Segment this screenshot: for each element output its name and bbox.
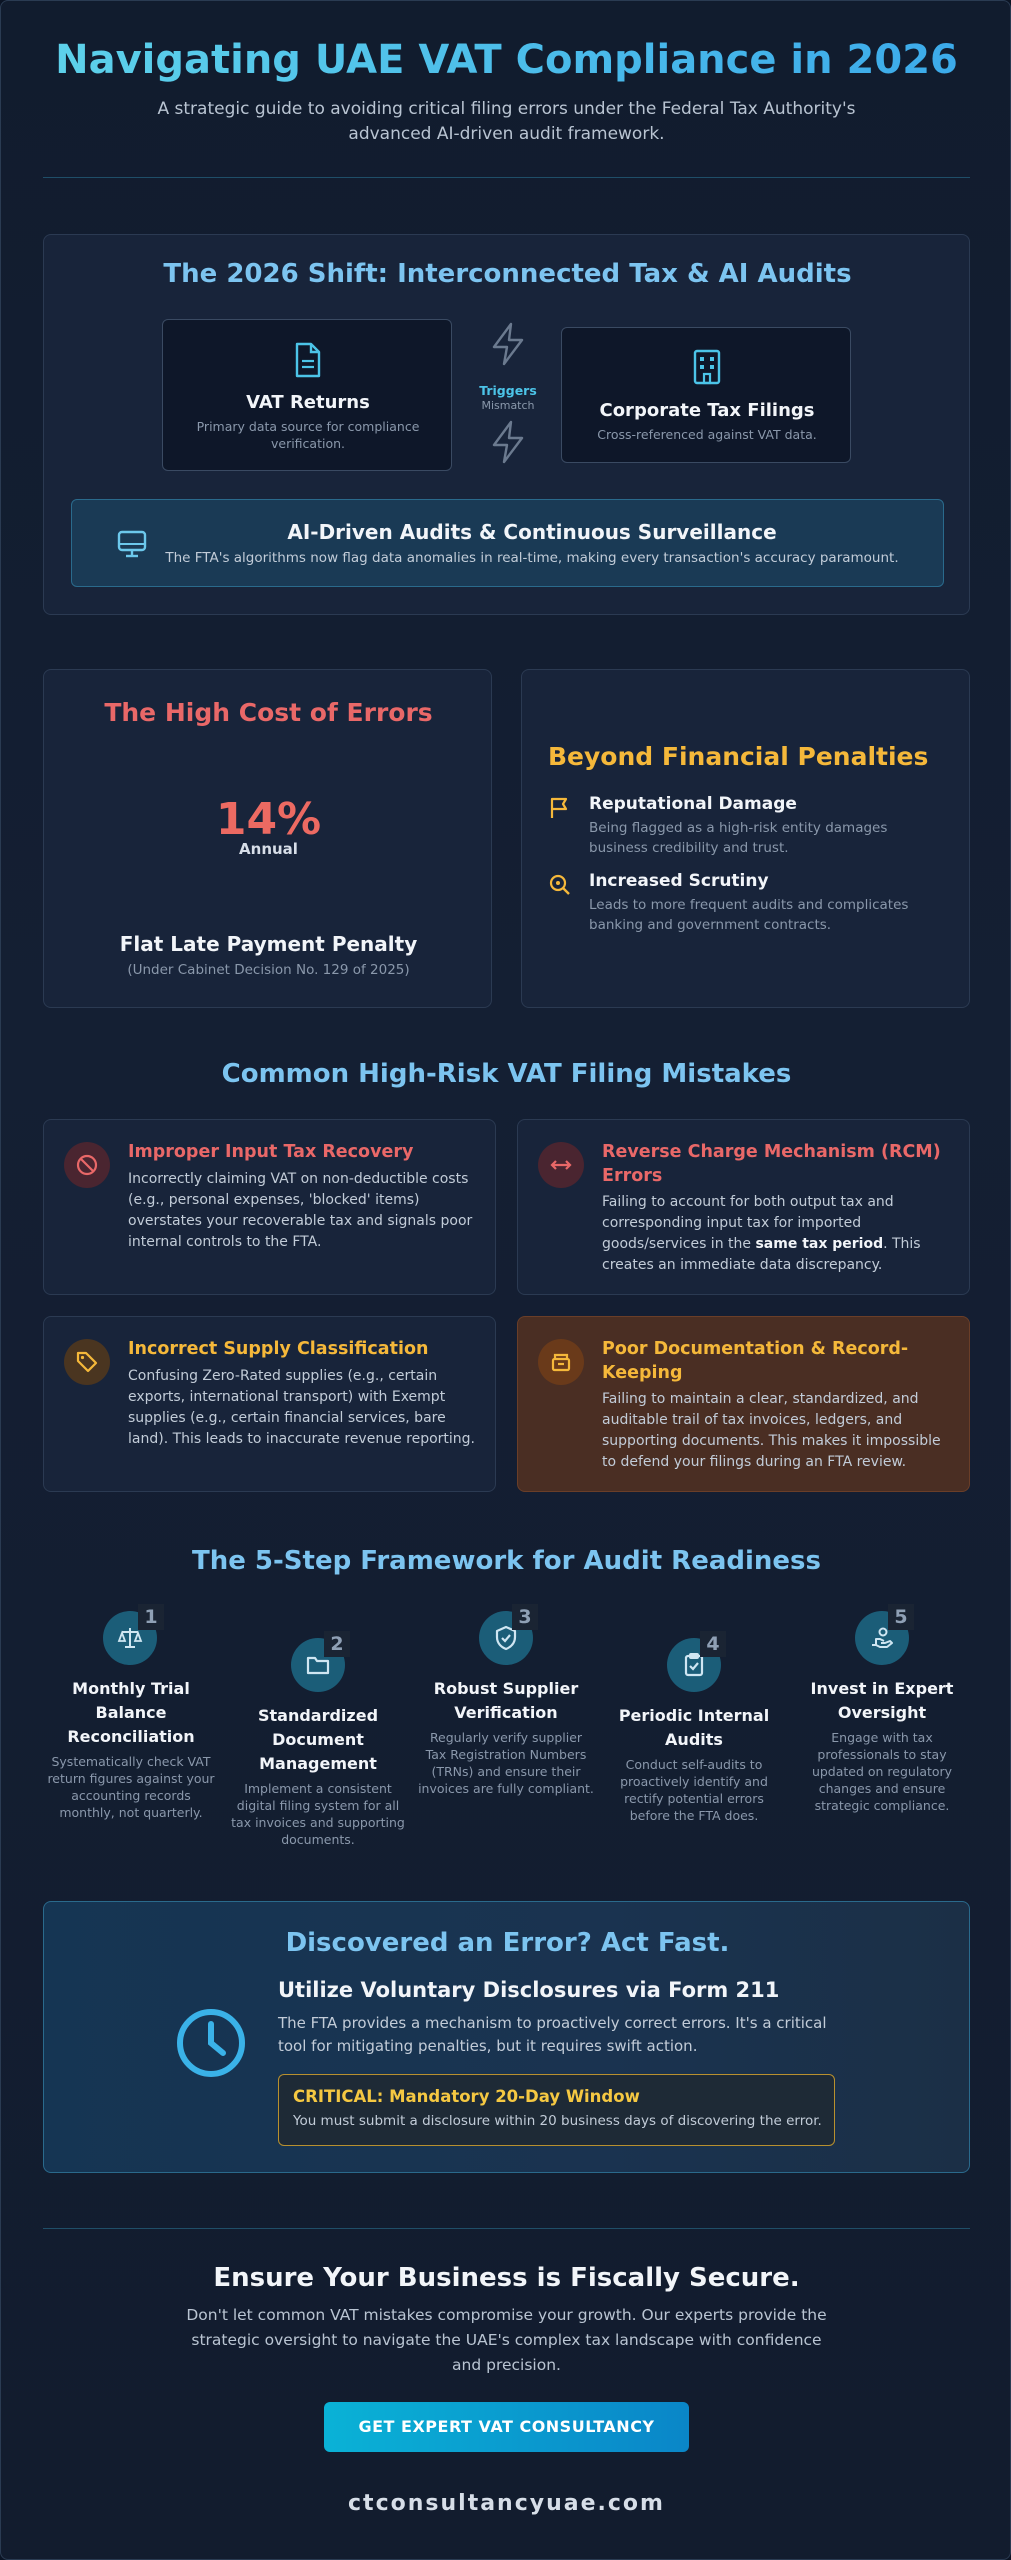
step-title: Invest in Expert Oversight: [810, 1679, 954, 1722]
mistake-body-text: . This creates an immediate data discrep…: [602, 1236, 921, 1273]
step-title: Periodic Internal Audits: [618, 1706, 770, 1749]
step-body: Engage with tax professionals to stay up…: [811, 1730, 953, 1813]
vat-returns-box: VAT Returns Primary data source for comp…: [162, 319, 452, 471]
step-body: Implement a consistent digital filing sy…: [231, 1781, 405, 1847]
step-number: 5: [888, 1604, 914, 1630]
header-divider: [43, 177, 970, 178]
step-body: Regularly verify supplier Tax Registrati…: [418, 1730, 594, 1796]
building-icon: [690, 348, 724, 386]
shift-section: The 2026 Shift: Interconnected Tax & AI …: [43, 234, 970, 615]
lightning-icon: [484, 321, 532, 367]
step-title: Monthly Trial Balance Reconciliation: [67, 1679, 195, 1746]
beyond-item-title: Increased Scrutiny: [589, 871, 769, 891]
mistake-card-highlighted: Poor Documentation & Record-Keeping Fail…: [517, 1316, 970, 1492]
mistake-title: Reverse Charge Mechanism (RCM) Errors: [602, 1142, 941, 1186]
tag-icon: [64, 1339, 110, 1385]
mistake-body-emphasis: same tax period: [755, 1236, 884, 1252]
penalty-title: Flat Late Payment Penalty: [119, 932, 418, 956]
mistake-body: Confusing Zero-Rated supplies (e.g., cer…: [128, 1368, 475, 1447]
beyond-title: Beyond Financial Penalties: [548, 742, 929, 771]
mistakes-title: Common High-Risk VAT Filing Mistakes: [221, 1059, 792, 1089]
archive-icon: [538, 1339, 584, 1385]
beyond-item-title: Reputational Damage: [589, 794, 797, 814]
cta-divider: [43, 2228, 970, 2229]
framework-title: The 5-Step Framework for Audit Readiness: [191, 1546, 821, 1576]
beyond-card: Beyond Financial Penalties Reputational …: [521, 669, 970, 1008]
step-body: Systematically check VAT return figures …: [47, 1754, 215, 1820]
vat-returns-sub: Primary data source for compliance verif…: [196, 419, 420, 451]
mistake-card: Reverse Charge Mechanism (RCM) Errors Fa…: [517, 1119, 970, 1295]
penalty-rate: 14%: [215, 794, 322, 845]
corporate-tax-sub: Cross-referenced against VAT data.: [597, 427, 817, 442]
beyond-item-body: Being flagged as a high-risk entity dama…: [589, 820, 888, 856]
search-icon: [548, 873, 574, 899]
arrows-icon: [538, 1142, 584, 1188]
corporate-tax-box: Corporate Tax Filings Cross-referenced a…: [561, 327, 851, 463]
step-number: 3: [512, 1604, 538, 1630]
mistake-card: Improper Input Tax Recovery Incorrectly …: [43, 1119, 496, 1295]
step-number: 1: [138, 1604, 164, 1630]
trigger-sub: Mismatch: [481, 399, 535, 412]
ban-icon: [64, 1142, 110, 1188]
clock-icon: [174, 2006, 248, 2080]
shift-title: The 2026 Shift: Interconnected Tax & AI …: [163, 259, 852, 289]
cta-body: Don't let common VAT mistakes compromise…: [186, 2306, 827, 2374]
cta-title: Ensure Your Business is Fiscally Secure.: [213, 2263, 800, 2293]
lightning-icon: [484, 419, 532, 465]
critical-window-box: CRITICAL: Mandatory 20-Day Window You mu…: [278, 2074, 835, 2146]
disclosure-title: Discovered an Error? Act Fast.: [285, 1928, 730, 1958]
step-number: 2: [324, 1631, 350, 1657]
mistake-title: Improper Input Tax Recovery: [128, 1142, 414, 1162]
flag-icon: [548, 796, 574, 822]
cost-card: The High Cost of Errors 14% Annual Flat …: [43, 669, 492, 1008]
critical-body: You must submit a disclosure within 20 b…: [293, 2113, 822, 2129]
cost-title: The High Cost of Errors: [104, 698, 433, 727]
penalty-rate-label: Annual: [239, 840, 298, 858]
mistake-body: Incorrectly claiming VAT on non-deductib…: [128, 1171, 473, 1250]
ai-audits-banner: AI-Driven Audits & Continuous Surveillan…: [71, 499, 944, 587]
disclosure-subtitle: Utilize Voluntary Disclosures via Form 2…: [278, 1978, 780, 2002]
mistake-body: Failing to account for both output tax a…: [602, 1192, 952, 1276]
disclosure-body: The FTA provides a mechanism to proactiv…: [278, 2014, 827, 2055]
vat-returns-title: VAT Returns: [246, 392, 370, 413]
step-body: Conduct self-audits to proactively ident…: [620, 1757, 768, 1823]
ai-banner-title: AI-Driven Audits & Continuous Surveillan…: [287, 520, 777, 544]
mistake-body: Failing to maintain a clear, standardize…: [602, 1391, 941, 1470]
step-number: 4: [700, 1631, 726, 1657]
mistake-title: Poor Documentation & Record-Keeping: [602, 1339, 909, 1383]
penalty-sub: (Under Cabinet Decision No. 129 of 2025): [127, 962, 410, 978]
page-subtitle: A strategic guide to avoiding critical f…: [157, 99, 856, 144]
critical-title: CRITICAL: Mandatory 20-Day Window: [293, 2087, 640, 2106]
step-title: Robust Supplier Verification: [433, 1679, 579, 1722]
mistake-body-text: Failing to account for both output tax a…: [602, 1194, 894, 1252]
page-title: Navigating UAE VAT Compliance in 2026: [1, 37, 1010, 83]
trigger-label: Triggers: [479, 383, 537, 398]
beyond-item-body: Leads to more frequent audits and compli…: [589, 897, 909, 933]
mistake-card: Incorrect Supply Classification Confusin…: [43, 1316, 496, 1492]
get-consultancy-button[interactable]: GET EXPERT VAT CONSULTANCY: [324, 2402, 689, 2452]
step-title: Standardized Document Management: [257, 1706, 379, 1773]
monitor-icon: [116, 528, 148, 560]
mistake-title: Incorrect Supply Classification: [128, 1339, 429, 1359]
ai-banner-sub: The FTA's algorithms now flag data anoma…: [165, 550, 899, 566]
document-icon: [293, 342, 323, 378]
corporate-tax-title: Corporate Tax Filings: [599, 400, 815, 421]
site-link[interactable]: ctconsultancyuae.com: [348, 2491, 665, 2516]
disclosure-section: Discovered an Error? Act Fast. Utilize V…: [43, 1901, 970, 2173]
